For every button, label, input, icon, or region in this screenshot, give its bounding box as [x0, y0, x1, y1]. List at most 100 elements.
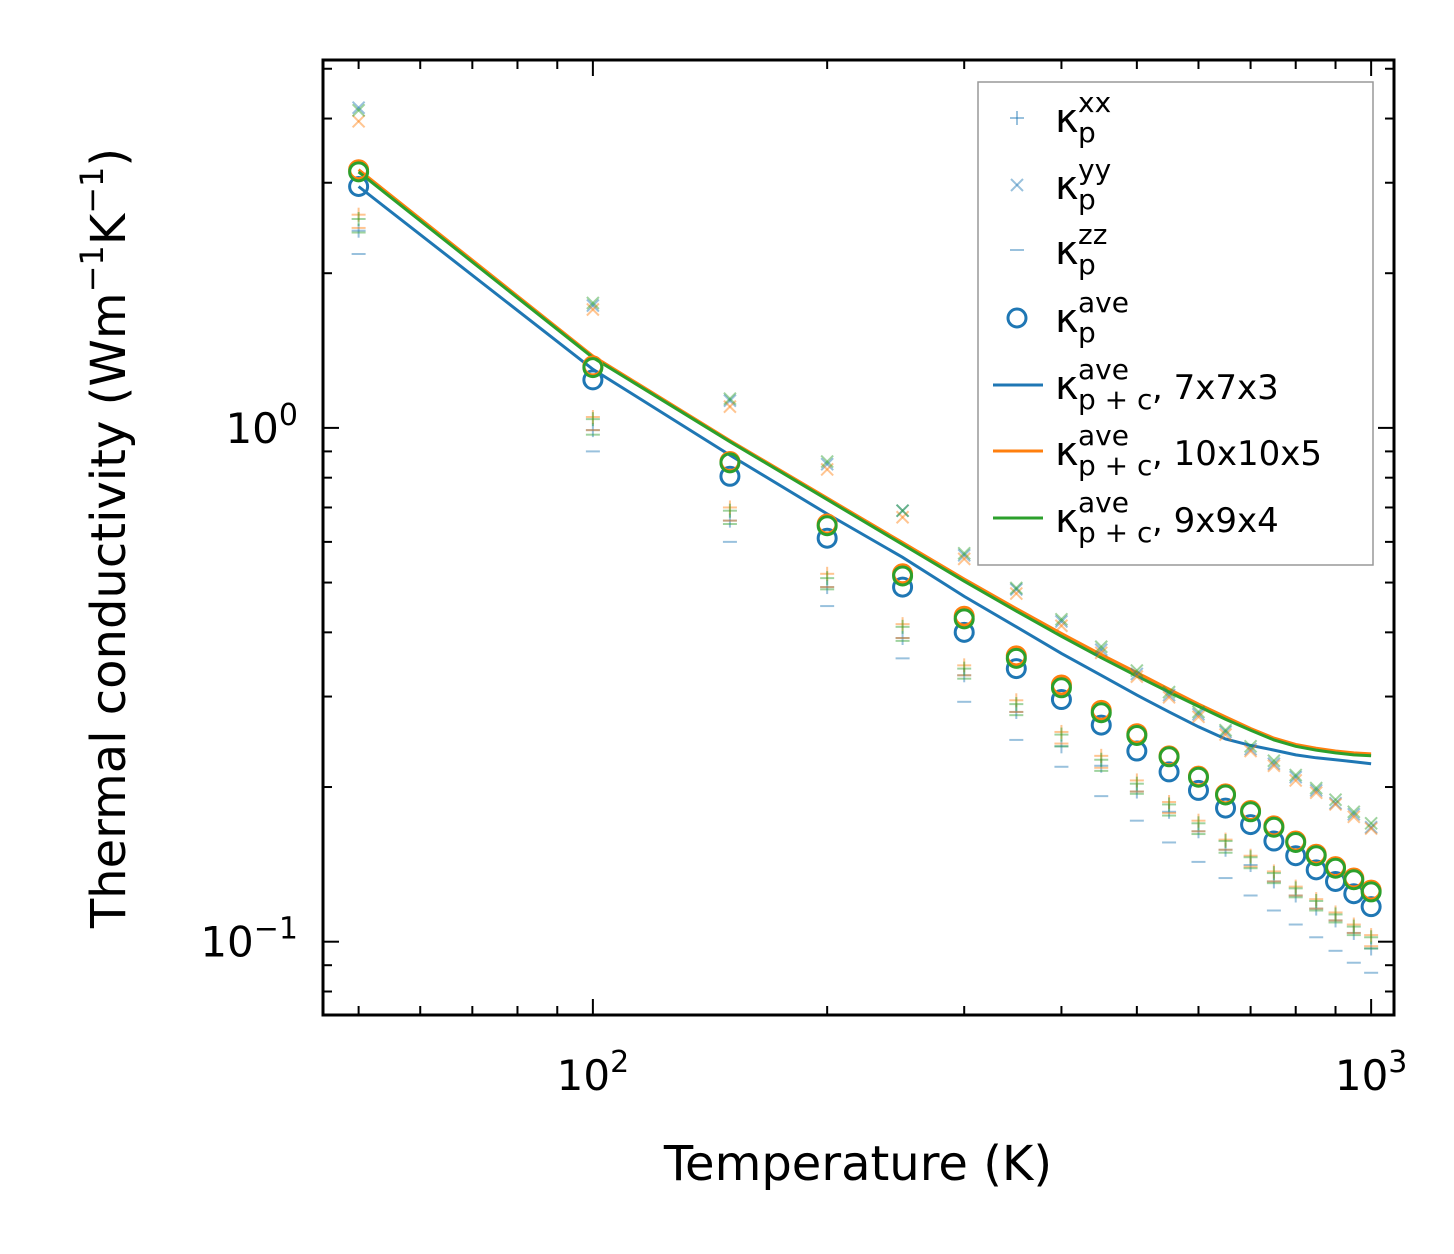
- kp-yy-point-10-10-5-b: [1218, 727, 1233, 742]
- kp-yy-point-9-9-4: [1243, 739, 1258, 754]
- kp-ave-point-9-9-4: [1263, 816, 1285, 838]
- y-tick-base: 10: [200, 918, 253, 967]
- kp-ave-point-9-9-4: [1360, 881, 1382, 903]
- kp-yy-point-7-7-3: [351, 100, 366, 115]
- kp-yy-point-7-7-3-b: [586, 298, 600, 313]
- kp-yy-point-7-7-3: [957, 548, 971, 562]
- kp-yy-point-10-10-5-b: [351, 114, 366, 129]
- kp-yy-point-7-7-3: [1054, 614, 1069, 629]
- kp-yy-point-7-7-3: [1009, 582, 1024, 597]
- kp-yy-point-7-7-3: [895, 503, 910, 518]
- kp-yy-point-9-9-4-b: [895, 503, 910, 518]
- legend-kappa: κ: [1055, 228, 1079, 274]
- kp-yy-point-9-9-4-b: [351, 103, 366, 118]
- kp-yy-point-7-7-3-b: [820, 457, 834, 471]
- legend-kappa: κ: [1055, 429, 1079, 475]
- y-tick-label: 100: [225, 398, 298, 453]
- kp-yy-point-10-10-5: [351, 114, 366, 129]
- kp-ave-point-9-9-4: [953, 608, 975, 630]
- legend-sub: p + c: [1078, 383, 1152, 416]
- kp-ave-point-7-7-3: [1240, 814, 1262, 836]
- legend-label: κ: [1055, 96, 1079, 142]
- y-axis-label-sup2: −1: [73, 167, 111, 214]
- legend-sup: xx: [1078, 86, 1111, 119]
- kp-yy-point-9-9-4: [1191, 705, 1206, 719]
- y-tick-base: 10: [225, 404, 278, 453]
- legend-kappa: κ: [1055, 163, 1079, 209]
- y-axis-label-sup1: −1: [73, 245, 111, 292]
- kp-yy-point-7-7-3-b: [1130, 667, 1144, 681]
- kp-yy-point-10-10-5: [1328, 797, 1343, 812]
- legend-suffix: , 10x10x5: [1152, 434, 1322, 474]
- kp-yy-point-7-7-3: [1328, 796, 1343, 810]
- kp-yy-point-7-7-3-b: [351, 100, 366, 115]
- kp-ave-point-9-9-4: [1325, 857, 1347, 879]
- kp-yy-point-9-9-4: [957, 546, 971, 561]
- kp-ave-point-7-7-3: [953, 621, 975, 643]
- kp-yy-point-7-7-3-b: [1364, 820, 1378, 834]
- kp-yy-point-9-9-4-b: [723, 391, 737, 406]
- kp-yy-point-10-10-5: [1347, 810, 1361, 824]
- kp-yy-point-9-9-4-b: [957, 546, 971, 561]
- kp-yy-point-9-9-4: [1267, 754, 1281, 768]
- kp-yy-point-10-10-5: [957, 552, 971, 566]
- legend-sub: p: [1078, 248, 1096, 281]
- kp-ave-point-7-7-3: [1187, 779, 1209, 801]
- kp-yy-point-7-7-3: [1243, 742, 1258, 756]
- kp-yy-point-10-10-5-b: [895, 510, 910, 524]
- kp-yy-point-10-10-5-b: [1267, 759, 1281, 773]
- y-axis-label: Thermal conductivity (Wm−1K−1): [73, 148, 137, 929]
- kp-yy-point-9-9-4-b: [1328, 792, 1343, 807]
- y-tick-exp: −1: [254, 912, 298, 947]
- kp-yy-point-10-10-5: [1309, 785, 1323, 800]
- legend-sup: ave: [1078, 286, 1129, 319]
- kp-yy-point-10-10-5: [895, 510, 910, 524]
- kp-yy-point-7-7-3: [1130, 667, 1144, 681]
- y-tick-exp: 0: [279, 398, 298, 433]
- kp-yy-point-10-10-5: [1162, 690, 1176, 704]
- kp-yy-point-10-10-5-b: [1009, 586, 1024, 601]
- kp-yy-point-9-9-4-b: [1130, 663, 1144, 678]
- kp-yy-point-9-9-4-b: [586, 296, 600, 310]
- kp-yy-point-7-7-3-b: [1309, 783, 1323, 798]
- kp-yy-point-9-9-4-b: [1162, 685, 1176, 699]
- kp-yy-point-7-7-3-b: [895, 503, 910, 518]
- kp-yy-point-10-10-5-b: [1309, 785, 1323, 800]
- kp-ave-point-9-9-4: [1050, 677, 1072, 699]
- plot-frame: [321, 58, 1396, 1017]
- kp-ave-point-7-7-3: [1005, 658, 1027, 680]
- kp-ave-point-9-9-4: [1005, 647, 1027, 669]
- kp-yy-point-7-7-3-b: [1191, 707, 1206, 722]
- kp-yy-point-9-9-4: [1094, 640, 1108, 654]
- kp-yy-point-7-7-3: [1347, 807, 1361, 821]
- kp-yy-point-10-10-5-b: [1364, 821, 1378, 836]
- kp-ave-point-9-9-4: [348, 161, 370, 183]
- kp-yy-point-10-10-5-b: [586, 302, 600, 317]
- x-tick-base: 10: [1335, 1051, 1388, 1100]
- kp-yy-point-10-10-5-b: [1347, 810, 1361, 824]
- kp-yy-point-10-10-5: [723, 399, 737, 414]
- legend-label: κ: [1055, 496, 1079, 542]
- x-tick-label: 102: [557, 1045, 630, 1100]
- kp-yy-point-9-9-4-b: [1094, 640, 1108, 654]
- kp-yy-point-9-9-4: [1218, 723, 1233, 737]
- kp-yy-point-10-10-5-b: [1243, 744, 1258, 758]
- kp-yy-point-9-9-4-b: [820, 454, 834, 469]
- legend-suffix: , 7x7x3: [1152, 368, 1279, 408]
- kp-ave-point-7-7-3: [1050, 689, 1072, 711]
- kp-yy-point-9-9-4-b: [1191, 705, 1206, 719]
- kp-yy-point-10-10-5: [1218, 727, 1233, 742]
- kp-ave-point-9-9-4: [1215, 784, 1237, 806]
- kpc-ave-line-9-9-4: [357, 170, 1372, 758]
- kp-yy-point-10-10-5-b: [1130, 669, 1144, 684]
- legend-label: κ: [1055, 296, 1079, 342]
- legend-sub: p + c: [1078, 449, 1152, 482]
- series-lines: [357, 168, 1372, 766]
- legend-suffix: , 9x9x4: [1152, 501, 1279, 541]
- legend-sub: p + c: [1078, 516, 1152, 549]
- kp-yy-point-9-9-4: [895, 503, 910, 518]
- kp-yy-point-10-10-5: [1054, 619, 1069, 633]
- legend-sub: p: [1078, 116, 1096, 149]
- kp-yy-point-7-7-3: [1289, 770, 1303, 784]
- kp-ave-point-7-7-3: [1285, 845, 1307, 867]
